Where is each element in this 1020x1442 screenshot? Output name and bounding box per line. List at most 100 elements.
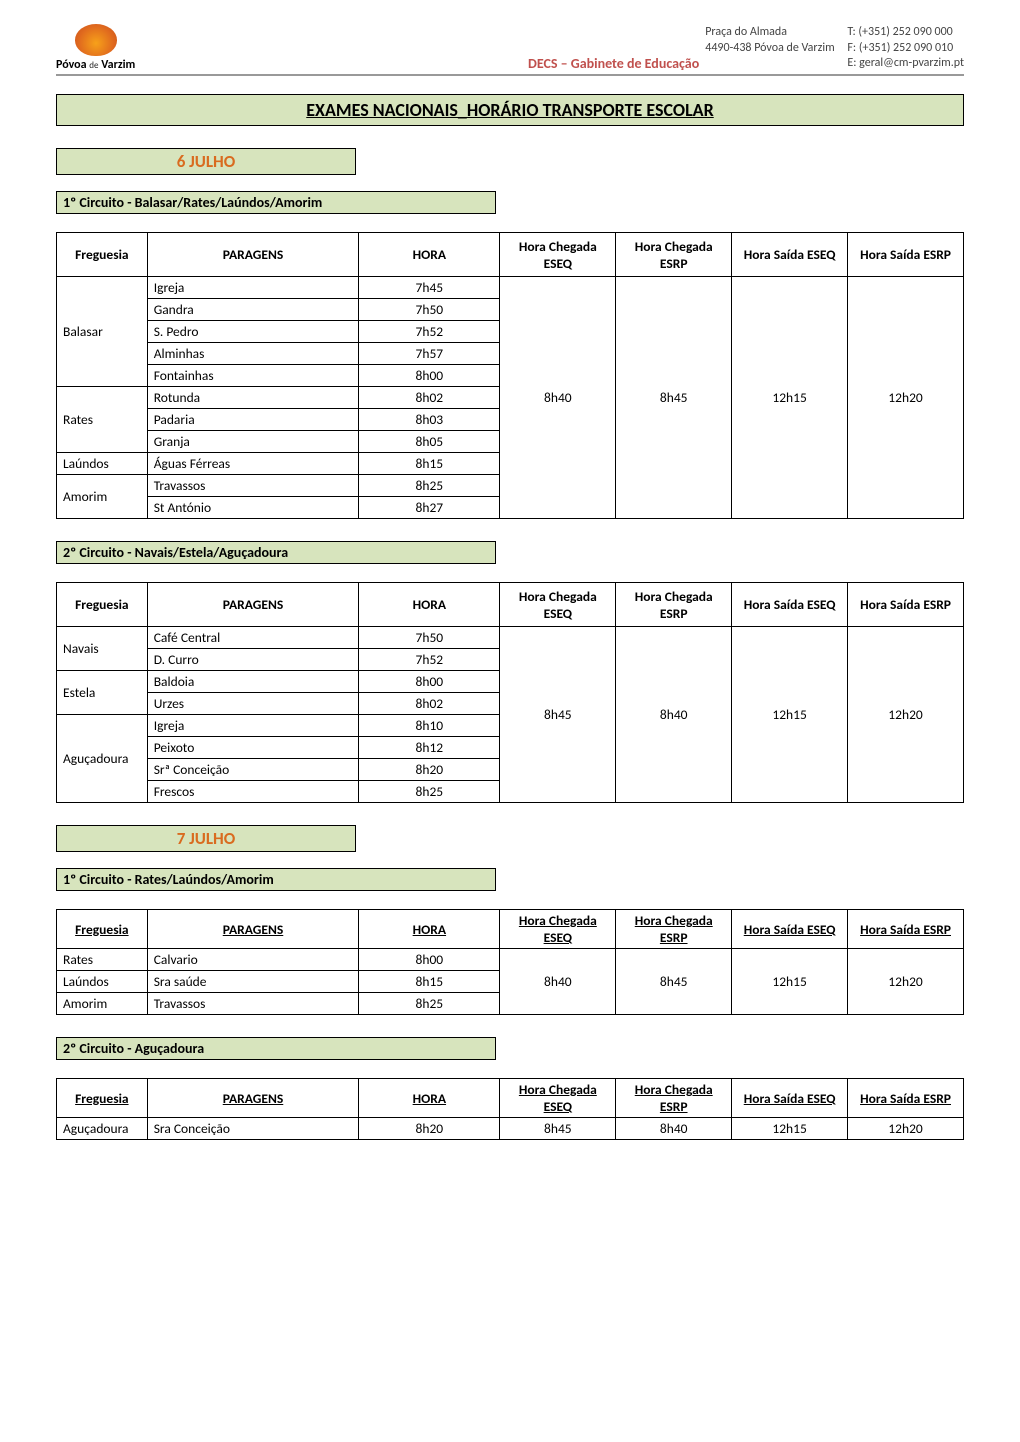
column-header: Freguesia xyxy=(57,910,148,949)
table-row: AguçadouraSra Conceição8h208h458h4012h15… xyxy=(57,1118,964,1140)
freguesia-cell: Balasar xyxy=(57,277,148,387)
column-header: HORA xyxy=(359,583,500,627)
table-head: FreguesiaPARAGENSHORAHora Chegada ESEQHo… xyxy=(57,233,964,277)
freguesia-cell: Rates xyxy=(57,387,148,453)
hora-cell: 8h05 xyxy=(359,431,500,453)
table-head: FreguesiaPARAGENSHORAHora Chegada ESEQHo… xyxy=(57,1079,964,1118)
circuit-label: 1º Circuito - Rates/Laúndos/Amorim xyxy=(56,868,496,891)
merged-time-cell: 8h40 xyxy=(500,949,616,1015)
paragem-cell: D. Curro xyxy=(147,649,359,671)
hora-cell: 8h03 xyxy=(359,409,500,431)
hora-cell: 7h52 xyxy=(359,649,500,671)
circuit-label: 2º Circuito - Aguçadoura xyxy=(56,1037,496,1060)
column-header: Freguesia xyxy=(57,583,148,627)
hora-cell: 8h12 xyxy=(359,737,500,759)
merged-time-cell: 12h15 xyxy=(732,627,848,803)
paragem-cell: Igreja xyxy=(147,277,359,299)
paragem-cell: Gandra xyxy=(147,299,359,321)
merged-time-cell: 12h20 xyxy=(848,949,964,1015)
merged-time-cell: 8h40 xyxy=(500,277,616,519)
hora-cell: 7h52 xyxy=(359,321,500,343)
column-header: Hora Saída ESEQ xyxy=(732,1079,848,1118)
schedule-table-d2c2: FreguesiaPARAGENSHORAHora Chegada ESEQHo… xyxy=(56,1078,964,1140)
hora-cell: 8h15 xyxy=(359,453,500,475)
contact-fax: F: (+351) 252 090 010 xyxy=(847,41,964,57)
column-header: Hora Saída ESRP xyxy=(848,910,964,949)
table-row: NavaisCafé Central7h508h458h4012h1512h20 xyxy=(57,627,964,649)
column-header: PARAGENS xyxy=(147,233,359,277)
column-header: PARAGENS xyxy=(147,910,359,949)
circuit-label: 1º Circuito - Balasar/Rates/Laúndos/Amor… xyxy=(56,191,496,214)
merged-time-cell: 8h40 xyxy=(616,627,732,803)
freguesia-cell: Rates xyxy=(57,949,148,971)
hora-cell: 8h00 xyxy=(359,949,500,971)
hora-cell: 7h45 xyxy=(359,277,500,299)
hora-cell: 8h25 xyxy=(359,475,500,497)
logo: Póvoa de Varzim xyxy=(56,24,135,72)
hora-cell: 8h25 xyxy=(359,993,500,1015)
column-header: Hora Chegada ESRP xyxy=(616,1079,732,1118)
paragem-cell: Águas Férreas xyxy=(147,453,359,475)
hora-cell: 8h10 xyxy=(359,715,500,737)
freguesia-cell: Aguçadoura xyxy=(57,715,148,803)
column-header: Hora Saída ESEQ xyxy=(732,910,848,949)
paragem-cell: Travassos xyxy=(147,475,359,497)
paragem-cell: Frescos xyxy=(147,781,359,803)
merged-time-cell: 8h45 xyxy=(500,627,616,803)
column-header: Hora Chegada ESEQ xyxy=(500,583,616,627)
paragem-cell: Travassos xyxy=(147,993,359,1015)
hora-cell: 7h50 xyxy=(359,627,500,649)
header-divider xyxy=(56,74,964,76)
paragem-cell: Srª Conceição xyxy=(147,759,359,781)
page-header: Póvoa de Varzim DECS – Gabinete de Educa… xyxy=(56,24,964,72)
column-header: Hora Saída ESEQ xyxy=(732,583,848,627)
paragem-cell: Sra saúde xyxy=(147,971,359,993)
merged-time-cell: 8h45 xyxy=(500,1118,616,1140)
logo-text: Póvoa de Varzim xyxy=(56,58,135,72)
table-body: RatesCalvario8h008h408h4512h1512h20Laúnd… xyxy=(57,949,964,1015)
column-header: Hora Chegada ESEQ xyxy=(500,233,616,277)
hora-cell: 8h25 xyxy=(359,781,500,803)
paragem-cell: Calvario xyxy=(147,949,359,971)
freguesia-cell: Laúndos xyxy=(57,971,148,993)
column-header: Hora Chegada ESRP xyxy=(616,910,732,949)
freguesia-cell: Amorim xyxy=(57,475,148,519)
table-body: BalasarIgreja7h458h408h4512h1512h20Gandr… xyxy=(57,277,964,519)
merged-time-cell: 12h15 xyxy=(732,277,848,519)
department-line: DECS – Gabinete de Educação xyxy=(135,55,705,72)
column-header: PARAGENS xyxy=(147,583,359,627)
schedule-table-d1c1: FreguesiaPARAGENSHORAHora Chegada ESEQHo… xyxy=(56,232,964,519)
freguesia-cell: Navais xyxy=(57,627,148,671)
contact-col: T: (+351) 252 090 000 F: (+351) 252 090 … xyxy=(847,25,964,72)
column-header: PARAGENS xyxy=(147,1079,359,1118)
paragem-cell: Café Central xyxy=(147,627,359,649)
logo-icon xyxy=(75,24,117,56)
column-header: Freguesia xyxy=(57,1079,148,1118)
paragem-cell: S. Pedro xyxy=(147,321,359,343)
table-body: NavaisCafé Central7h508h458h4012h1512h20… xyxy=(57,627,964,803)
schedule-table-d2c1: FreguesiaPARAGENSHORAHora Chegada ESEQHo… xyxy=(56,909,964,1015)
address-line: 4490-438 Póvoa de Varzim xyxy=(705,41,834,57)
department-text: DECS – Gabinete de Educação xyxy=(528,55,699,72)
date-label: 7 JULHO xyxy=(56,825,356,852)
hora-cell: 8h15 xyxy=(359,971,500,993)
freguesia-cell: Estela xyxy=(57,671,148,715)
hora-cell: 8h00 xyxy=(359,671,500,693)
hora-cell: 8h02 xyxy=(359,387,500,409)
column-header: Hora Chegada ESRP xyxy=(616,583,732,627)
merged-time-cell: 8h40 xyxy=(616,1118,732,1140)
table-row: BalasarIgreja7h458h408h4512h1512h20 xyxy=(57,277,964,299)
page-title: EXAMES NACIONAIS_HORÁRIO TRANSPORTE ESCO… xyxy=(56,94,964,126)
paragem-cell: Baldoia xyxy=(147,671,359,693)
merged-time-cell: 12h15 xyxy=(732,949,848,1015)
table-head: FreguesiaPARAGENSHORAHora Chegada ESEQHo… xyxy=(57,583,964,627)
merged-time-cell: 8h45 xyxy=(616,277,732,519)
column-header: Hora Chegada ESEQ xyxy=(500,1079,616,1118)
column-header: Hora Saída ESRP xyxy=(848,233,964,277)
address-col: Praça do Almada 4490-438 Póvoa de Varzim xyxy=(705,25,834,56)
schedule-table-d1c2: FreguesiaPARAGENSHORAHora Chegada ESEQHo… xyxy=(56,582,964,803)
column-header: HORA xyxy=(359,1079,500,1118)
contact-email: E: geral@cm-pvarzim.pt xyxy=(847,56,964,72)
table-head: FreguesiaPARAGENSHORAHora Chegada ESEQHo… xyxy=(57,910,964,949)
hora-cell: 8h00 xyxy=(359,365,500,387)
